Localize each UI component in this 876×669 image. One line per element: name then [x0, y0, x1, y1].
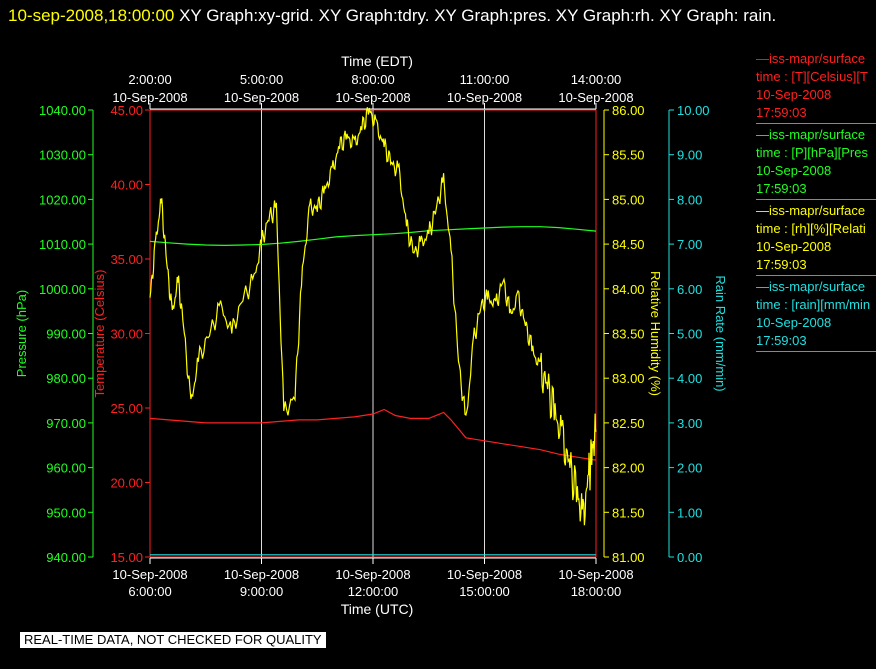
top-tick-date: 10-Sep-2008 [447, 90, 522, 105]
y-tick-label-rain: 8.00 [677, 192, 702, 207]
y-tick-label-rain: 9.00 [677, 148, 702, 163]
top-axis-label: Time (EDT) [341, 53, 413, 69]
y-tick-label-rh: 81.50 [612, 505, 645, 520]
top-tick-time: 8:00:00 [351, 72, 394, 87]
legend-date: 10-Sep-2008 [756, 315, 832, 330]
top-tick-time: 5:00:00 [240, 72, 283, 87]
top-tick-date: 10-Sep-2008 [224, 90, 299, 105]
y-tick-label-pres: 950.00 [46, 505, 86, 520]
legend-entry: —iss-mapr/surface time : [rain][mm/min 10-… [756, 278, 876, 352]
y-tick-label-pres: 1030.00 [39, 148, 86, 163]
y-tick-label-rain: 4.00 [677, 371, 702, 386]
y-tick-label-pres: 940.00 [46, 550, 86, 565]
legend-date: 10-Sep-2008 [756, 87, 832, 102]
y-tick-label-rh: 84.00 [612, 282, 645, 297]
y-tick-label-rh: 82.50 [612, 416, 645, 431]
y-tick-label-tdry: 20.00 [110, 476, 143, 491]
y-axis-label-rh: Relative Humidity (%) [648, 271, 663, 396]
x-axis-label: Time (UTC) [341, 601, 414, 617]
x-tick-time: 6:00:00 [128, 584, 171, 599]
legend-entry: —iss-mapr/surface time : [T][Celsius][T 10… [756, 50, 876, 124]
x-tick-date: 10-Sep-2008 [447, 567, 522, 582]
y-tick-label-pres: 1010.00 [39, 237, 86, 252]
legend: —iss-mapr/surface time : [T][Celsius][T 10… [756, 50, 876, 354]
legend-time: 17:59:03 [756, 333, 807, 348]
legend-name: —iss-mapr/surface [756, 127, 866, 142]
y-tick-label-rh: 86.00 [612, 103, 645, 118]
header-title: XY Graph:xy-grid. XY Graph:tdry. XY Grap… [179, 6, 777, 25]
y-axis-label-tdry: Temperature (Celsius) [92, 270, 107, 398]
graph-header: 10-sep-2008,18:00:00 XY Graph:xy-grid. X… [8, 2, 868, 30]
legend-entry: —iss-mapr/surface time : [P][hPa][Pres 10-… [756, 126, 876, 200]
y-tick-label-pres: 1020.00 [39, 192, 86, 207]
y-tick-label-rh: 85.00 [612, 192, 645, 207]
x-tick-date: 10-Sep-2008 [112, 567, 187, 582]
top-tick-date: 10-Sep-2008 [112, 90, 187, 105]
top-tick-date: 10-Sep-2008 [558, 90, 633, 105]
y-tick-label-pres: 1040.00 [39, 103, 86, 118]
y-tick-label-rh: 85.50 [612, 148, 645, 163]
y-tick-label-rain: 1.00 [677, 505, 702, 520]
legend-line2: time : [rh][%][Relati [756, 221, 866, 236]
y-tick-label-tdry: 25.00 [110, 401, 143, 416]
series-line-tdry [149, 408, 597, 461]
y-axis-label-pres: Pressure (hPa) [14, 290, 29, 377]
y-tick-label-rain: 7.00 [677, 237, 702, 252]
y-tick-label-rain: 3.00 [677, 416, 702, 431]
y-tick-label-rain: 5.00 [677, 327, 702, 342]
legend-date: 10-Sep-2008 [756, 239, 832, 254]
y-tick-label-tdry: 30.00 [110, 327, 143, 342]
series-line-rh [149, 107, 597, 526]
y-tick-label-pres: 990.00 [46, 327, 86, 342]
legend-time: 17:59:03 [756, 105, 807, 120]
header-timestamp: 10-sep-2008,18:00:00 [8, 6, 175, 25]
x-tick-date: 10-Sep-2008 [558, 567, 633, 582]
y-tick-label-tdry: 40.00 [110, 178, 143, 193]
y-tick-label-rain: 10.00 [677, 103, 710, 118]
y-tick-label-rain: 6.00 [677, 282, 702, 297]
y-tick-label-rh: 82.00 [612, 461, 645, 476]
y-tick-label-rain: 0.00 [677, 550, 702, 565]
y-tick-label-rh: 83.00 [612, 371, 645, 386]
y-tick-label-rh: 84.50 [612, 237, 645, 252]
y-tick-label-pres: 970.00 [46, 416, 86, 431]
x-tick-time: 12:00:00 [348, 584, 399, 599]
y-axis-label-rain: Rain Rate (mm/min) [713, 275, 728, 391]
series-line-pres [149, 226, 597, 247]
y-tick-label-tdry: 15.00 [110, 550, 143, 565]
x-tick-date: 10-Sep-2008 [224, 567, 299, 582]
top-tick-time: 11:00:00 [460, 72, 510, 87]
top-tick-date: 10-Sep-2008 [335, 90, 410, 105]
legend-line2: time : [T][Celsius][T [756, 69, 868, 84]
top-tick-time: 14:00:00 [571, 72, 622, 87]
legend-date: 10-Sep-2008 [756, 163, 832, 178]
y-tick-label-tdry: 45.00 [110, 103, 143, 118]
y-tick-label-tdry: 35.00 [110, 252, 143, 267]
legend-time: 17:59:03 [756, 257, 807, 272]
legend-name: —iss-mapr/surface [756, 51, 866, 66]
y-tick-label-pres: 1000.00 [39, 282, 86, 297]
legend-entry: —iss-mapr/surface time : [rh][%][Relati 10… [756, 202, 876, 276]
legend-time: 17:59:03 [756, 181, 807, 196]
top-tick-time: 2:00:00 [128, 72, 171, 87]
y-tick-label-rain: 2.00 [677, 461, 702, 476]
x-tick-time: 18:00:00 [571, 584, 622, 599]
legend-name: —iss-mapr/surface [756, 279, 866, 294]
y-tick-label-pres: 980.00 [46, 371, 86, 386]
x-tick-time: 15:00:00 [459, 584, 510, 599]
legend-name: —iss-mapr/surface [756, 203, 866, 218]
legend-line2: time : [P][hPa][Pres [756, 145, 868, 160]
y-tick-label-rh: 83.50 [612, 327, 645, 342]
legend-line2: time : [rain][mm/min [756, 297, 871, 312]
y-tick-label-rh: 81.00 [612, 550, 645, 565]
x-tick-date: 10-Sep-2008 [335, 567, 410, 582]
quality-notice: REAL-TIME DATA, NOT CHECKED FOR QUALITY [20, 632, 326, 648]
y-tick-label-pres: 960.00 [46, 461, 86, 476]
x-tick-time: 9:00:00 [240, 584, 283, 599]
